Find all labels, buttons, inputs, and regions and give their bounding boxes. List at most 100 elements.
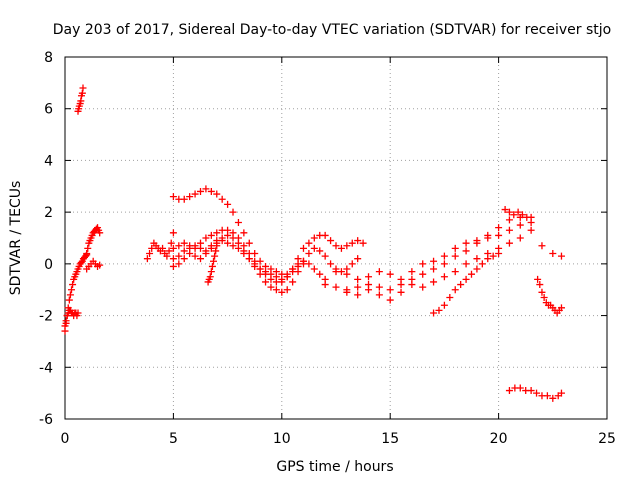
data-point — [440, 301, 448, 309]
data-point — [143, 255, 151, 263]
data-points — [61, 84, 565, 402]
grid — [65, 57, 607, 419]
data-point — [245, 255, 253, 263]
data-point — [234, 218, 242, 226]
data-point — [557, 304, 565, 312]
data-point — [332, 283, 340, 291]
data-point — [283, 273, 291, 281]
data-point — [165, 247, 173, 255]
data-point — [538, 288, 546, 296]
data-point — [294, 262, 302, 270]
data-point — [175, 242, 183, 250]
data-point — [180, 247, 188, 255]
data-point — [79, 84, 87, 92]
x-tick-label: 0 — [61, 431, 70, 447]
data-point — [516, 221, 524, 229]
data-point — [278, 275, 286, 283]
data-point — [397, 275, 405, 283]
data-point — [348, 260, 356, 268]
data-point — [557, 389, 565, 397]
data-point — [202, 234, 210, 242]
data-point — [305, 250, 313, 258]
data-point — [65, 296, 73, 304]
data-point — [430, 309, 438, 317]
data-point — [180, 239, 188, 247]
data-point — [62, 317, 70, 325]
data-point — [505, 387, 513, 395]
data-point — [375, 291, 383, 299]
data-point — [505, 239, 513, 247]
data-point — [321, 231, 329, 239]
data-point — [96, 261, 104, 269]
data-point — [305, 239, 313, 247]
data-point — [549, 250, 557, 258]
data-point — [186, 193, 194, 201]
data-point — [218, 195, 226, 203]
data-point — [169, 244, 177, 252]
data-point — [207, 231, 215, 239]
data-point — [213, 229, 221, 237]
data-point — [473, 265, 481, 273]
y-tick-label: -2 — [39, 309, 53, 325]
data-point — [224, 231, 232, 239]
data-point — [321, 252, 329, 260]
series-late-fall — [534, 275, 565, 317]
data-point — [327, 260, 335, 268]
data-point — [451, 268, 459, 276]
data-point — [462, 275, 470, 283]
data-point — [397, 288, 405, 296]
data-point — [267, 270, 275, 278]
data-point — [386, 270, 394, 278]
data-point — [197, 187, 204, 195]
data-point — [278, 288, 286, 296]
data-point — [419, 270, 427, 278]
data-point — [533, 389, 541, 397]
data-point — [262, 268, 270, 276]
y-tick-label: 0 — [44, 257, 53, 273]
series-late-high — [501, 206, 535, 221]
data-point — [549, 394, 557, 402]
data-point — [197, 255, 204, 263]
data-point — [375, 283, 383, 291]
data-point — [218, 237, 226, 245]
data-point — [478, 260, 486, 268]
data-point — [61, 322, 69, 330]
data-point — [543, 392, 551, 400]
data-point — [208, 262, 216, 270]
data-point — [310, 234, 318, 242]
data-point — [77, 259, 85, 267]
data-point — [510, 211, 518, 219]
data-point — [354, 237, 362, 245]
plot-frame — [64, 56, 608, 420]
data-point — [440, 260, 448, 268]
data-point — [175, 252, 183, 260]
data-point — [505, 226, 513, 234]
data-point — [557, 252, 565, 260]
data-point — [167, 239, 175, 247]
series-drop-6.8h — [204, 242, 221, 286]
data-point — [207, 268, 215, 276]
data-point — [212, 247, 220, 255]
y-tick-label: 8 — [44, 50, 53, 66]
data-point — [365, 286, 373, 294]
data-point — [211, 252, 219, 260]
x-tick-label: 20 — [490, 431, 508, 447]
data-point — [516, 384, 524, 392]
data-point — [169, 255, 177, 263]
data-point — [234, 244, 242, 252]
data-point — [191, 242, 199, 250]
data-point — [468, 270, 475, 278]
data-point — [272, 273, 280, 281]
data-point — [516, 234, 524, 242]
data-point — [163, 252, 171, 260]
series-track-4 — [169, 237, 307, 283]
data-point — [518, 211, 526, 219]
data-point — [489, 252, 497, 260]
data-point — [191, 190, 199, 198]
data-point — [206, 273, 214, 281]
data-point — [354, 275, 362, 283]
y-tick-label: 2 — [44, 205, 53, 221]
data-point — [462, 239, 470, 247]
data-point — [337, 244, 345, 252]
